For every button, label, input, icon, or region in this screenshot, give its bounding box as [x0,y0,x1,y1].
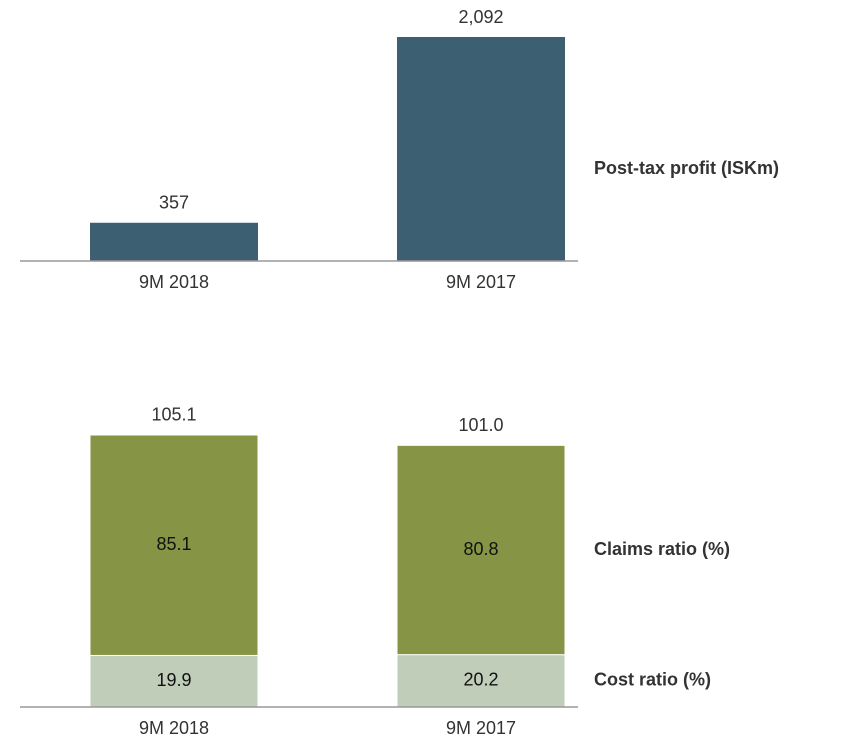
total-label: 101.0 [458,415,503,435]
segment-label: 85.1 [156,534,191,554]
segment-label: 80.8 [463,539,498,559]
legend-label: Claims ratio (%) [594,539,730,559]
value-label: 357 [159,193,189,213]
bar-segment [396,444,566,656]
x-tick-label: 9M 2018 [139,718,209,738]
bar [90,222,258,261]
bar [397,37,565,261]
bar-segment [396,654,566,708]
legend-label: Post-tax profit (ISKm) [594,158,779,178]
x-tick-label: 9M 2017 [446,718,516,738]
x-tick-label: 9M 2018 [139,272,209,292]
bar-segment [89,434,259,656]
value-label: 2,092 [458,7,503,27]
x-tick-label: 9M 2017 [446,272,516,292]
legend-label: Cost ratio (%) [594,670,711,690]
segment-label: 20.2 [463,670,498,690]
segment-label: 19.9 [156,670,191,690]
total-label: 105.1 [151,404,196,424]
